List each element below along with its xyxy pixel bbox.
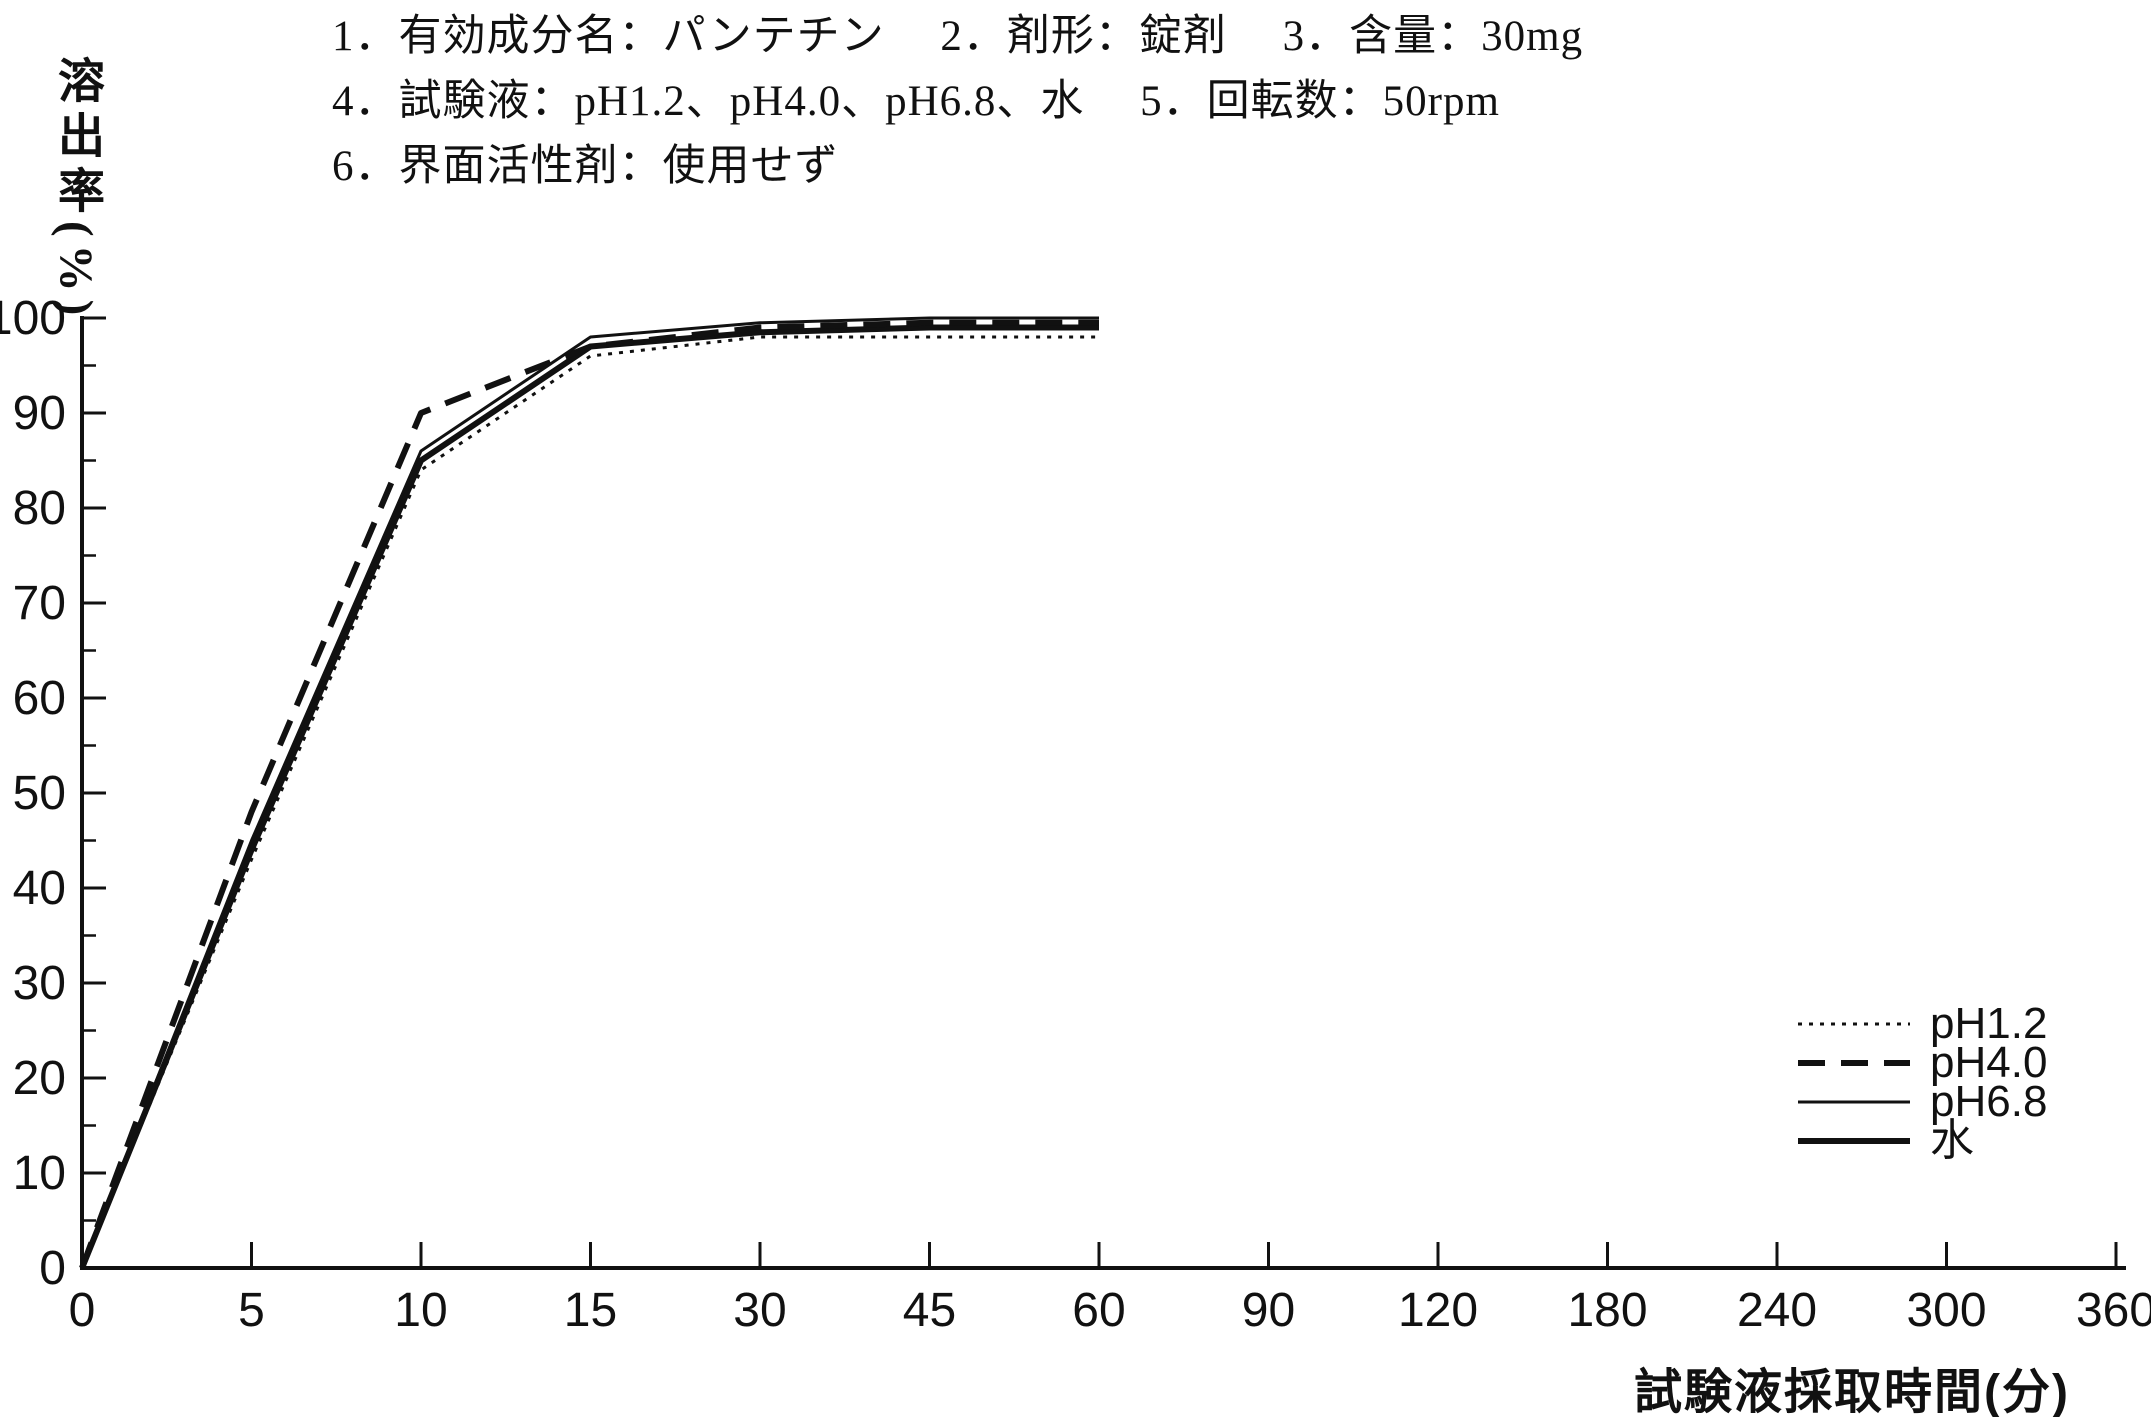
legend-line-sample	[1798, 1022, 1910, 1025]
x-tick-label: 240	[1737, 1284, 1817, 1337]
y-tick-label: 80	[13, 482, 66, 535]
x-axis-title: 試験液採取時間(分)	[1634, 1366, 2070, 1417]
test-conditions-line-2: 4．試験液：pH1.2、pH4.0、pH6.8、水 5．回転数：50rpm	[332, 78, 1500, 125]
y-tick-label: 90	[13, 387, 66, 440]
x-tick-label: 120	[1398, 1284, 1478, 1337]
test-conditions-line-1: 1．有効成分名：パンテチン 2．剤形：錠剤 3．含量：30mg	[332, 13, 1584, 60]
test-conditions-block: 1．有効成分名：パンテチン 2．剤形：錠剤 3．含量：30mg 4．試験液：pH…	[332, 4, 1583, 199]
test-conditions-line-3: 6．界面活性剤：使用せず	[332, 143, 839, 190]
legend-line-sample	[1798, 1059, 1910, 1066]
y-tick-label: 50	[13, 767, 66, 820]
legend-item: pH4.0	[1798, 1038, 2048, 1087]
legend-label: pH6.8	[1930, 1077, 2048, 1126]
series-line-水	[79, 324, 1099, 1270]
y-tick-label: 0	[39, 1242, 66, 1295]
y-tick-label: 100	[0, 292, 66, 345]
y-tick-label: 60	[13, 672, 66, 725]
legend-label: 水	[1930, 1116, 1974, 1165]
x-tick-label: 300	[1906, 1284, 1986, 1337]
y-tick-label: 30	[13, 957, 66, 1010]
y-tick-label: 10	[13, 1147, 66, 1200]
x-tick-label: 360	[2076, 1284, 2151, 1337]
y-axis-title: 溶出率(%)	[50, 56, 102, 324]
x-tick-label: 10	[394, 1284, 447, 1337]
chart-legend: pH1.2 pH4.0 pH6.8 水	[1798, 999, 2048, 1165]
legend-label: pH1.2	[1930, 999, 2048, 1048]
x-tick-label: 45	[903, 1284, 956, 1337]
y-tick-label: 20	[13, 1052, 66, 1105]
legend-item: pH1.2	[1798, 999, 2048, 1048]
series-line-pH6.8	[80, 316, 1099, 1269]
x-tick-label: 180	[1567, 1284, 1647, 1337]
x-tick-label: 90	[1242, 1284, 1295, 1337]
x-tick-label: 30	[733, 1284, 786, 1337]
series-line-pH1.2	[80, 335, 1099, 1269]
x-tick-label: 60	[1072, 1284, 1125, 1337]
series-line-pH4.0	[79, 319, 1099, 1270]
legend-label: pH4.0	[1930, 1038, 2048, 1087]
y-tick-label: 40	[13, 862, 66, 915]
legend-line-sample	[1798, 1100, 1910, 1103]
legend-item: 水	[1798, 1116, 2047, 1165]
x-tick-label: 5	[238, 1284, 265, 1337]
legend-item: pH6.8	[1798, 1077, 2048, 1126]
x-tick-label: 0	[69, 1284, 96, 1337]
y-tick-label: 70	[13, 577, 66, 630]
legend-line-sample	[1798, 1137, 1910, 1144]
x-tick-label: 15	[564, 1284, 617, 1337]
